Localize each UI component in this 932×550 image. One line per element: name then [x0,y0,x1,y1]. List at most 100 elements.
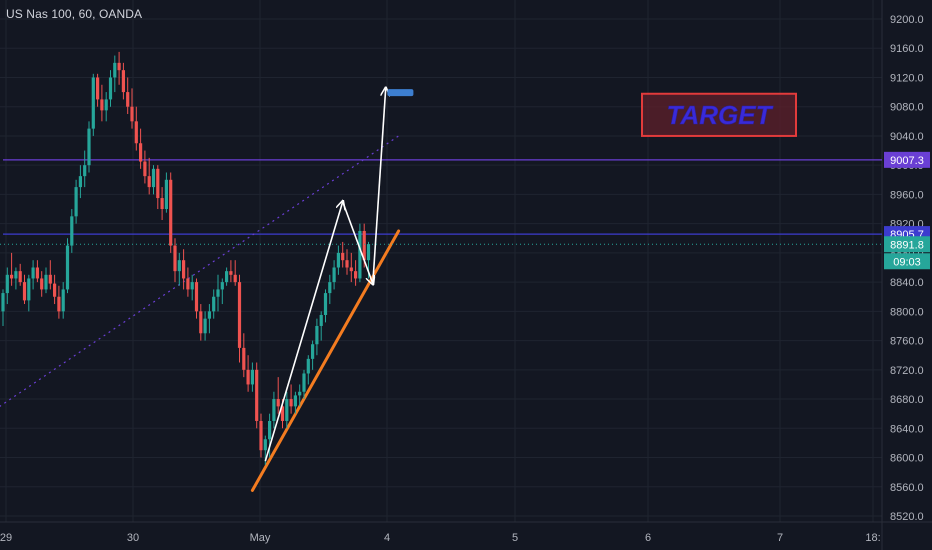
y-tick-label: 8960.0 [890,189,924,201]
candle-body [349,267,353,272]
candle-body [91,77,95,129]
candles [1,51,371,465]
candle [298,384,302,407]
candle [194,278,199,319]
y-tick-label: 8680.0 [890,394,924,406]
candle [259,413,263,458]
candle [78,165,82,199]
support-trendline[interactable] [250,229,401,492]
chart-title: US Nas 100, 60, OANDA [6,7,143,21]
candle-body [169,179,173,246]
candle [130,88,134,129]
candle-body [268,420,272,440]
projection-arrow-2[interactable] [341,201,373,284]
candle [319,311,323,341]
candle-body [113,62,117,78]
candle [126,77,130,115]
candle-body [276,399,280,407]
candle-body [65,245,70,290]
target-box[interactable] [641,92,797,137]
countdown-badge-bg [884,253,930,270]
candle-body [18,271,22,283]
candle [18,263,22,286]
price-badge-bg [884,236,930,253]
x-tick-label: 5 [512,532,518,544]
target-marker[interactable] [387,89,414,97]
y-tick-label: 9040.0 [890,131,924,143]
candle-body [302,373,306,392]
candle [156,165,160,210]
candle [100,84,104,122]
y-tick-label: 8760.0 [890,336,924,348]
y-tick-label: 9080.0 [890,102,924,114]
x-tick-label: 7 [777,532,783,544]
x-tick-label: 18: [865,532,880,544]
candle [306,355,310,385]
candle-body [83,165,87,177]
candle-body [336,252,340,268]
candle-body [220,282,224,290]
candle [35,260,39,283]
target-label: TARGET [667,100,774,130]
candle-body [182,260,186,279]
candle [173,238,177,283]
candle-body [70,216,74,246]
candle [10,252,14,286]
candle-body [319,315,323,326]
candle [57,285,61,319]
candle [117,51,121,85]
projection-arrow-3[interactable] [372,88,386,284]
candle [182,249,186,290]
candle-body [250,369,254,385]
candle-body [87,128,91,166]
candle [108,70,113,107]
candle-body [134,121,138,144]
candle-body [366,244,371,261]
candle-body [323,293,328,316]
candle-body [14,271,18,279]
candle-body [358,230,362,279]
candle-body [237,282,242,348]
candle [31,260,35,290]
candle-body [147,176,151,188]
x-tick-label: 6 [645,532,651,544]
projection-arrow-1[interactable] [264,202,342,462]
candle [289,384,293,414]
candle-body [164,179,168,210]
candle [328,274,332,305]
candle-body [315,325,319,345]
candle [22,274,27,305]
candle [349,252,353,283]
candle-body [130,106,134,122]
candle [311,340,315,370]
candle [134,106,138,151]
candle-body [186,278,190,290]
candle [216,274,220,312]
candle-body [259,420,263,451]
candle [229,260,233,283]
candle-body [53,283,57,297]
candle-body [31,267,35,279]
candle [91,73,95,136]
candle [139,128,143,169]
candle [285,391,289,429]
y-tick-label: 8840.0 [890,277,924,289]
y-tick-label: 9120.0 [890,72,924,84]
candle [358,223,362,283]
candle-body [362,230,366,261]
candle-body [225,271,229,283]
candle-body [293,395,297,407]
candle-body [108,77,113,100]
candle-body [194,282,199,312]
candle-body [229,271,233,275]
candle-body [246,369,250,385]
candle [203,311,207,341]
candle [14,267,18,290]
candle-body [100,99,104,111]
candle [207,304,211,334]
candle-body [216,289,220,297]
candle-body [117,62,121,71]
candle [336,245,340,275]
y-tick-label: 8800.0 [890,306,924,318]
